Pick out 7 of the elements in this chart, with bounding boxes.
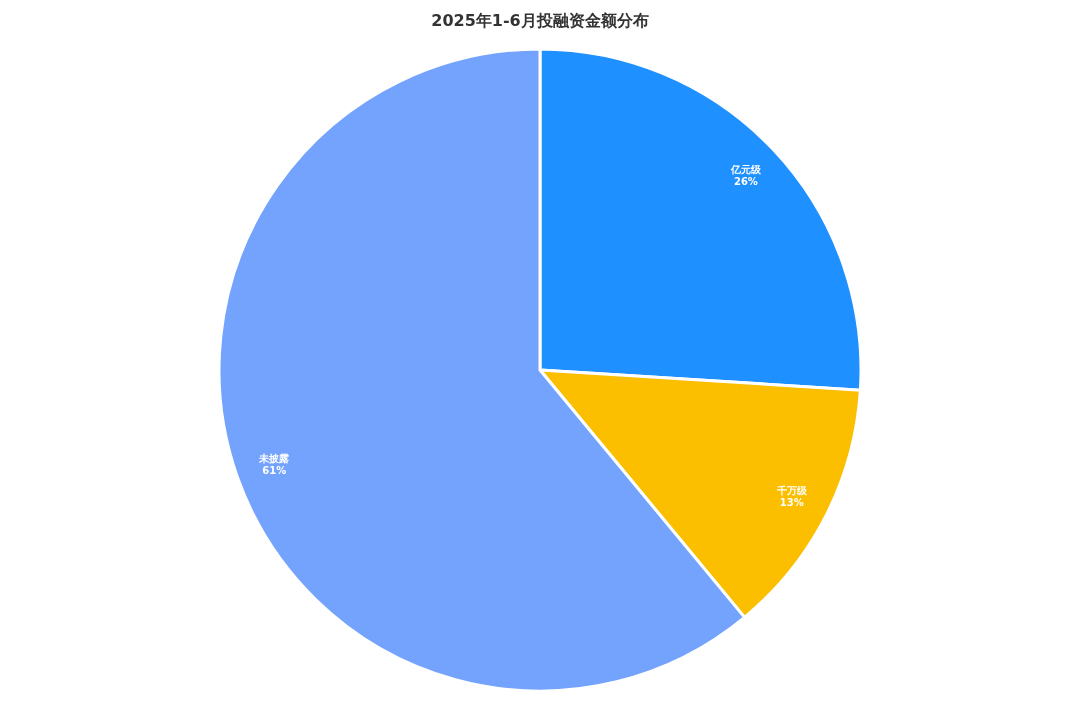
data-label: 61% (262, 464, 287, 476)
slice-label: 千万级 (775, 485, 808, 497)
slice-label: 未披露 (258, 452, 290, 464)
slice-label: 亿元级 (729, 163, 762, 175)
data-label: 26% (733, 175, 758, 187)
chart-title: 2025年1-6月投融资金额分布 (431, 11, 649, 30)
data-label: 13% (779, 497, 804, 509)
